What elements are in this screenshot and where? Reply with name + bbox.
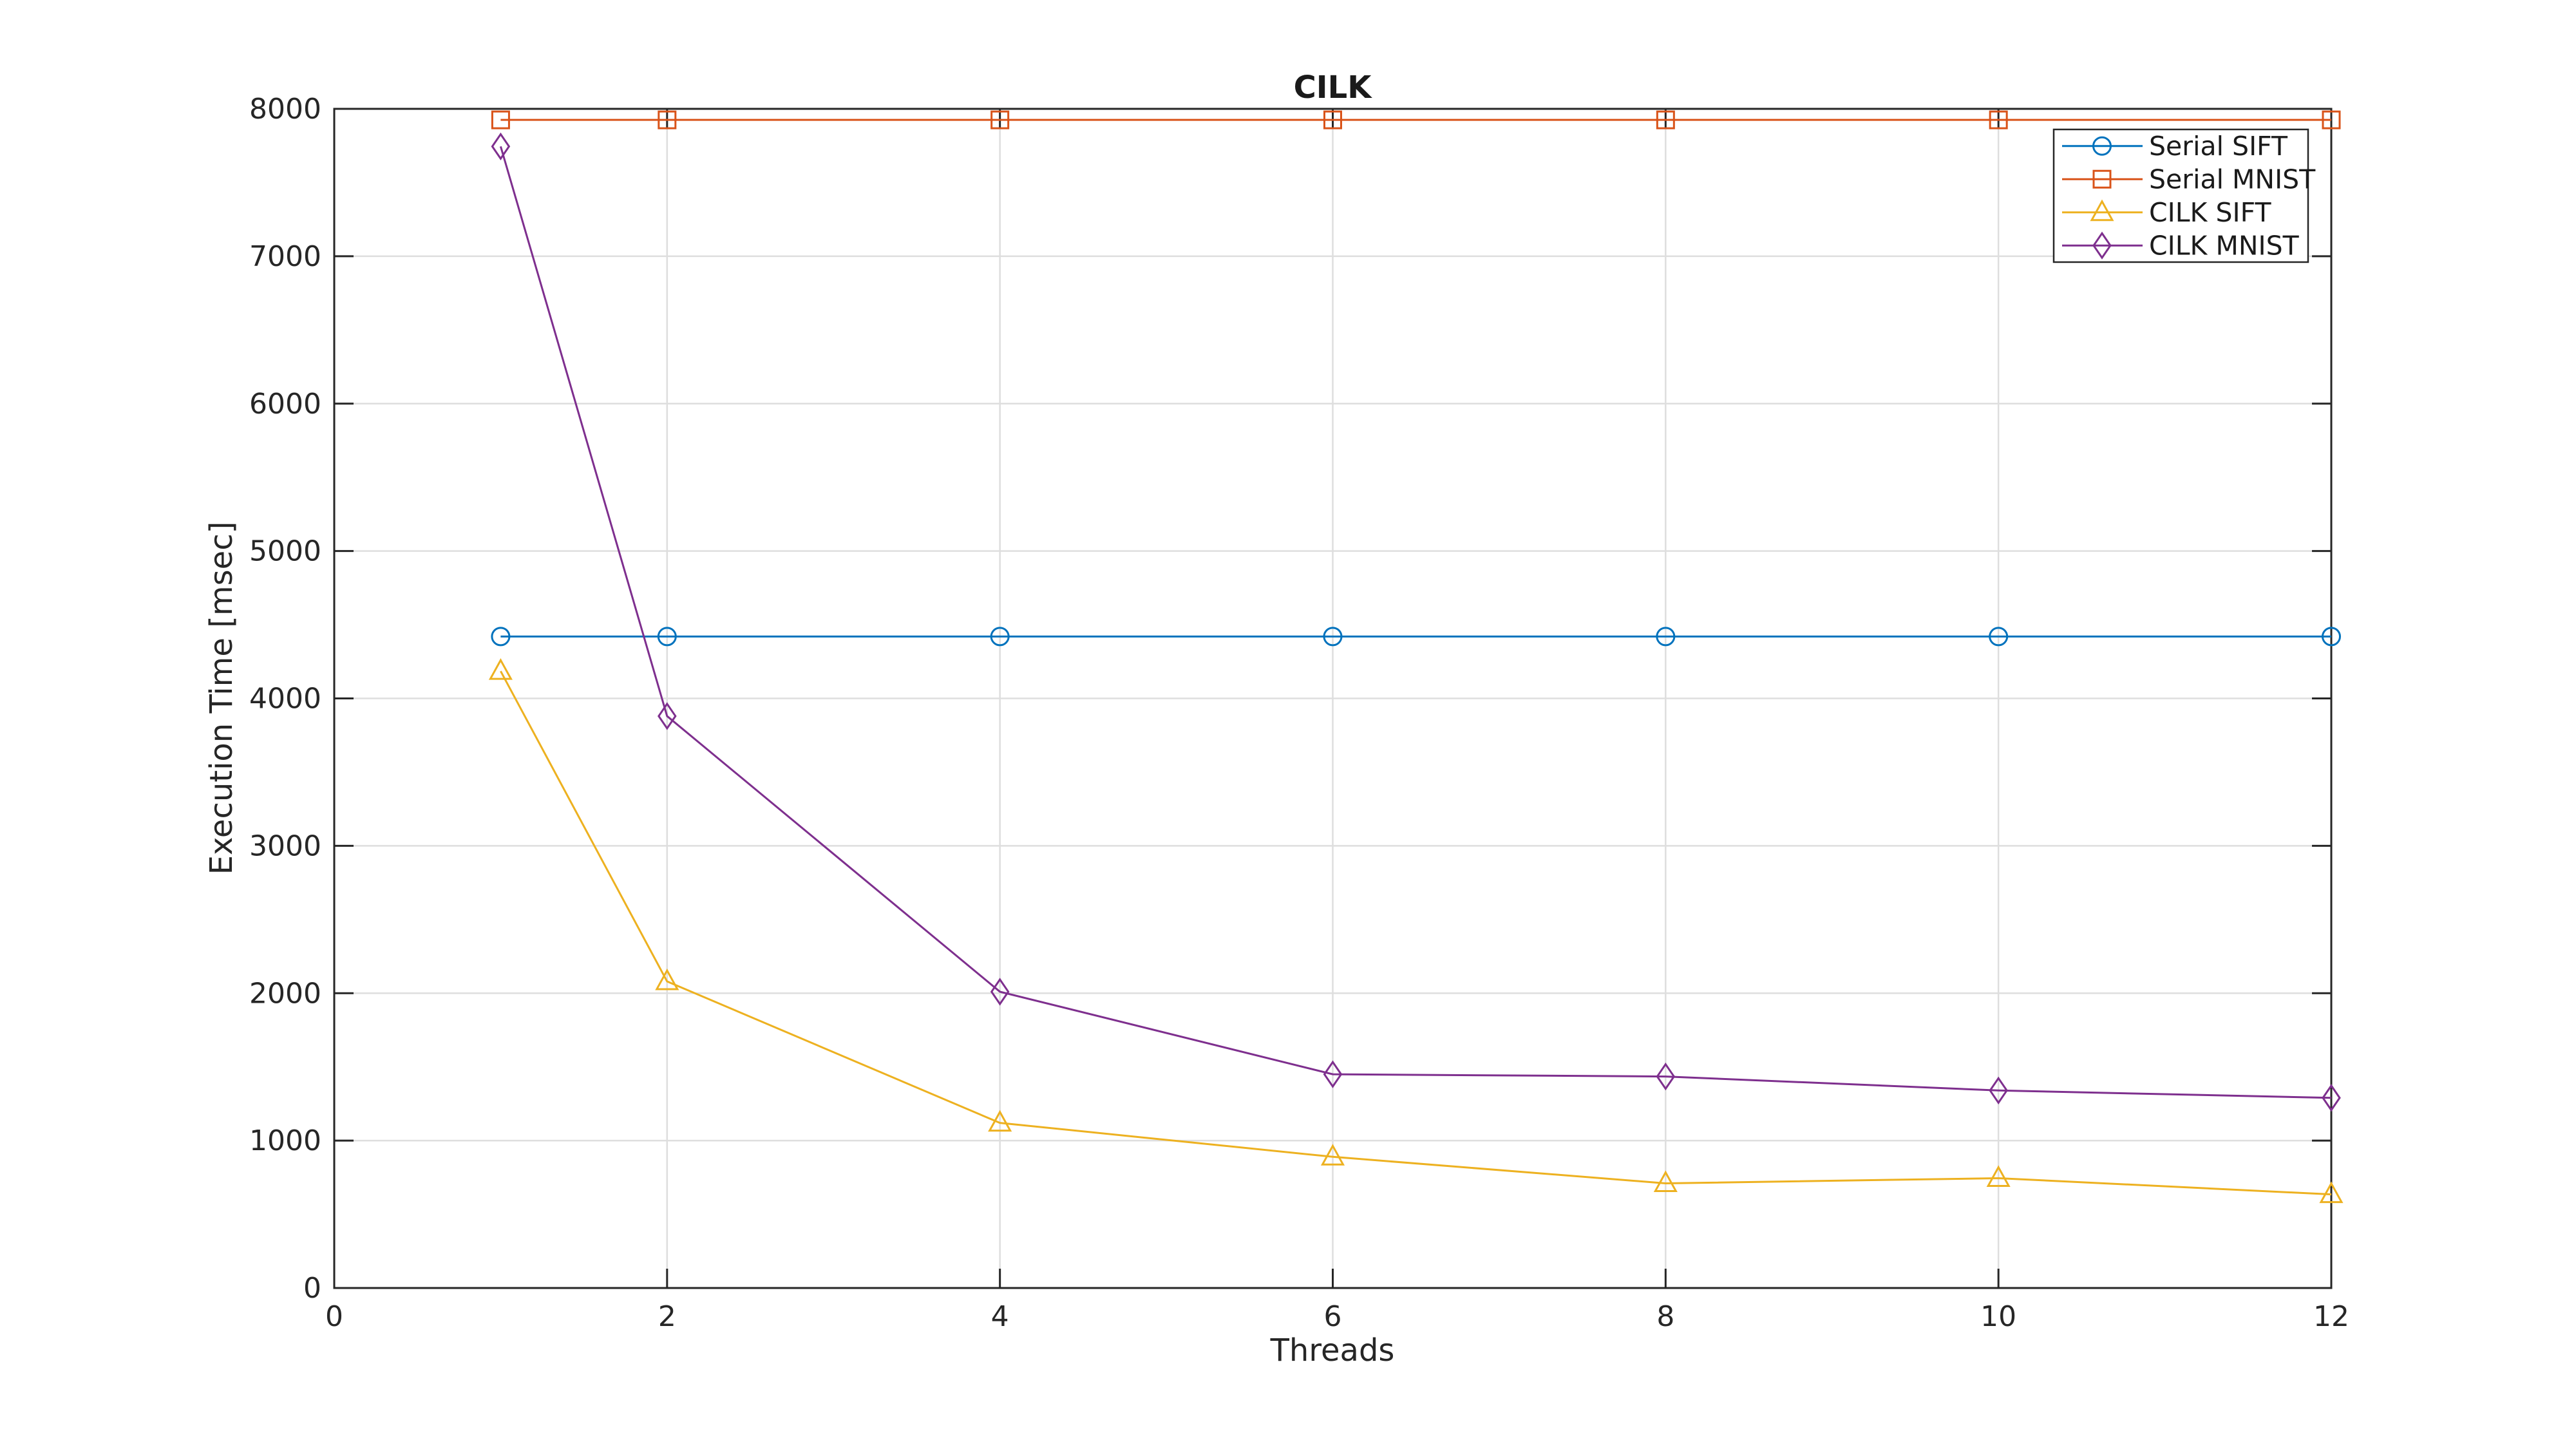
square-marker xyxy=(2092,169,2112,189)
y-tick-label: 8000 xyxy=(249,93,321,126)
legend-label: CILK SIFT xyxy=(2149,197,2271,228)
y-axis-label: Execution Time [msec] xyxy=(204,522,240,875)
legend-item-cilk-sift: CILK SIFT xyxy=(2062,197,2271,228)
triangle-marker xyxy=(1320,1144,1345,1166)
circle-marker xyxy=(1656,627,1676,647)
diamond-marker xyxy=(990,978,1010,1006)
chart-title: CILK xyxy=(1294,70,1373,106)
y-tick-label: 1000 xyxy=(249,1124,321,1157)
x-tick-label: 0 xyxy=(325,1300,343,1333)
x-tick-label: 12 xyxy=(2313,1300,2349,1333)
triangle-marker xyxy=(988,1110,1012,1132)
tick-labels: 0 2 4 6 8 10 12 0 1000 2000 3000 4000 5000 6000 7000 80… xyxy=(249,93,2349,1333)
diamond-marker xyxy=(491,132,511,161)
diamond-marker xyxy=(1989,1076,2008,1104)
y-tick-label: 6000 xyxy=(249,388,321,421)
triangle-marker xyxy=(2090,199,2114,222)
square-marker xyxy=(1656,110,1675,129)
triangle-marker xyxy=(655,968,679,990)
data-series xyxy=(488,110,2344,1204)
series-line xyxy=(499,146,2332,1099)
y-tick-label: 3000 xyxy=(249,829,321,862)
series-cilk-sift xyxy=(488,658,2344,1204)
x-tick-label: 4 xyxy=(991,1300,1009,1333)
square-marker xyxy=(1989,110,2008,129)
y-tick-label: 2000 xyxy=(249,977,321,1010)
circle-marker xyxy=(491,627,511,647)
y-tick-label: 4000 xyxy=(249,683,321,715)
triangle-marker xyxy=(1653,1170,1678,1192)
legend-item-cilk-mnist: CILK MNIST xyxy=(2062,230,2300,261)
circle-marker xyxy=(2092,136,2112,156)
diamond-marker xyxy=(658,702,677,730)
diamond-marker xyxy=(2092,231,2112,260)
x-tick-label: 6 xyxy=(1324,1300,1342,1333)
square-marker xyxy=(658,110,677,129)
square-marker xyxy=(2322,110,2341,129)
y-tick-label: 5000 xyxy=(249,535,321,568)
square-marker xyxy=(491,110,510,129)
series-serial-mnist xyxy=(491,110,2341,129)
diamond-marker xyxy=(1323,1060,1343,1088)
x-tick-label: 10 xyxy=(1980,1300,2016,1333)
triangle-marker xyxy=(1986,1165,2011,1187)
circle-marker xyxy=(1323,627,1343,647)
y-tick-label: 7000 xyxy=(249,240,321,273)
square-marker xyxy=(1323,110,1342,129)
circle-marker xyxy=(990,627,1010,647)
legend-label: Serial SIFT xyxy=(2149,131,2288,162)
x-tick-label: 8 xyxy=(1656,1300,1674,1333)
circle-marker xyxy=(2322,627,2341,647)
triangle-marker xyxy=(2319,1181,2344,1204)
diamond-marker xyxy=(2322,1084,2341,1112)
x-axis-label: Threads xyxy=(1270,1332,1395,1368)
triangle-marker xyxy=(488,658,513,680)
gridlines xyxy=(334,109,2331,1288)
legend-item-serial-sift: Serial SIFT xyxy=(2062,131,2288,162)
y-tick-label: 0 xyxy=(303,1272,321,1305)
circle-marker xyxy=(1989,627,2009,647)
circle-marker xyxy=(657,627,677,647)
series-line xyxy=(500,670,2332,1196)
legend-label: Serial MNIST xyxy=(2149,164,2316,194)
legend-item-serial-mnist: Serial MNIST xyxy=(2062,164,2316,194)
x-tick-label: 2 xyxy=(658,1300,676,1333)
legend-label: CILK MNIST xyxy=(2149,230,2300,261)
diamond-marker xyxy=(1656,1062,1676,1091)
series-serial-sift xyxy=(491,627,2341,647)
series-cilk-mnist xyxy=(491,132,2341,1112)
square-marker xyxy=(990,110,1010,129)
